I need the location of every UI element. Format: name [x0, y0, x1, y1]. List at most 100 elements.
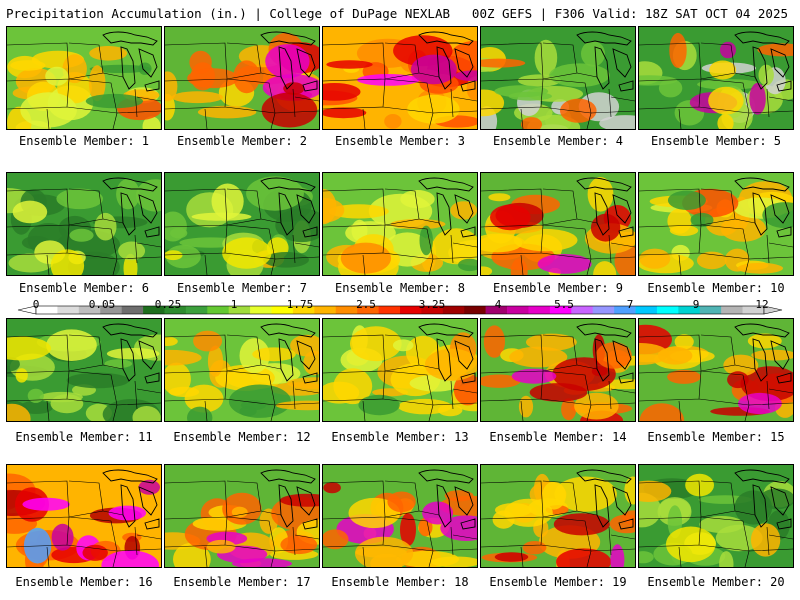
state-borders: [323, 480, 477, 567]
ensemble-member-label: Ensemble Member: 5: [650, 134, 782, 148]
precip-contour: [165, 362, 191, 396]
ensemble-member-label: Ensemble Member: 7: [176, 281, 308, 295]
precip-contour: [355, 536, 414, 567]
state-borders: [165, 334, 319, 421]
state-borders: [481, 480, 635, 567]
colorbar-segment: [571, 306, 593, 314]
precip-contour: [46, 329, 97, 361]
colorbar-tick-label: 5.5: [554, 298, 574, 311]
state-borders: [639, 334, 793, 421]
colorbar-segment: [57, 306, 80, 314]
precip-contour: [553, 513, 610, 536]
precip-contour: [142, 116, 161, 129]
precip-contour: [407, 94, 460, 124]
ensemble-member-map: [6, 464, 162, 568]
precip-contour: [526, 333, 577, 351]
precip-contour: [537, 254, 592, 274]
precip-contour: [50, 249, 85, 275]
precip-contour: [720, 41, 736, 59]
great-lakes-outline: [576, 177, 634, 238]
colorbar-segment: [721, 306, 743, 314]
precip-contour: [280, 535, 318, 555]
state-borders: [7, 480, 161, 567]
precip-contour: [639, 551, 654, 564]
precip-contour: [171, 91, 223, 104]
precip-contour: [458, 258, 477, 272]
ensemble-member-map: [480, 318, 636, 422]
precip-contour: [587, 177, 614, 212]
ensemble-member-map: [638, 318, 794, 422]
precip-contour: [94, 212, 117, 241]
ensemble-member-label: Ensemble Member: 6: [18, 281, 150, 295]
precip-contour: [326, 60, 373, 69]
ensemble-member-map: [322, 318, 478, 422]
precip-contour: [193, 330, 223, 352]
precip-contour: [211, 183, 244, 220]
colorbar-segment: [592, 306, 615, 314]
state-borders: [7, 334, 161, 421]
precip-contour: [165, 349, 202, 366]
colorbar-segment: [228, 306, 251, 314]
colorbar-tick-label: 3.25: [418, 298, 446, 311]
precip-contour: [323, 529, 349, 550]
precip-contour: [392, 339, 414, 352]
colorbar-segment: [464, 306, 486, 314]
precip-contour: [323, 197, 345, 223]
state-borders: [481, 334, 635, 421]
precip-contour: [574, 392, 619, 420]
precip-contour: [170, 227, 188, 239]
ensemble-member-map: [322, 26, 478, 130]
colorbar-tick-label: 1: [230, 298, 238, 311]
precip-contour: [494, 552, 529, 562]
precip-contour: [7, 356, 20, 372]
precip-contour: [323, 107, 367, 119]
precip-contour: [709, 60, 737, 80]
great-lakes-outline: [102, 469, 160, 530]
precip-contour: [10, 60, 46, 71]
ensemble-member-map: [6, 318, 162, 422]
colorbar-segment: [485, 306, 508, 314]
precip-contour: [556, 548, 612, 567]
great-lakes-outline: [734, 469, 792, 530]
precip-contour: [410, 54, 457, 85]
ensemble-member-label: Ensemble Member: 9: [492, 281, 624, 295]
state-borders: [481, 188, 635, 275]
precip-contour: [481, 233, 523, 253]
model-run-info: 00Z GEFS | F306 Valid: 18Z SAT OCT 04 20…: [471, 6, 788, 21]
precip-contour: [552, 357, 616, 391]
precip-contour: [135, 179, 161, 212]
precip-contour: [529, 383, 588, 402]
precip-contour: [554, 476, 617, 512]
ensemble-member-map: [164, 464, 320, 568]
precip-contour: [82, 544, 108, 561]
precip-contour: [667, 369, 701, 384]
precip-contour: [762, 202, 793, 229]
precip-contour: [165, 71, 178, 102]
precip-contour: [639, 403, 685, 421]
ensemble-member-map: [164, 172, 320, 276]
precip-contour: [290, 334, 319, 357]
precip-contour: [658, 78, 683, 98]
precip-contour: [206, 539, 236, 554]
ensemble-member-label: Ensemble Member: 13: [331, 430, 469, 444]
ensemble-member-map: [164, 26, 320, 130]
ensemble-member-label: Ensemble Member: 20: [647, 575, 785, 589]
precip-contour: [50, 394, 84, 414]
colorbar-segment: [400, 306, 422, 314]
colorbar-tick-label: 1.75: [286, 298, 314, 311]
precip-contour: [357, 74, 420, 86]
map-title: Precipitation Accumulation (in.) | Colle…: [6, 6, 451, 21]
great-lakes-outline: [260, 323, 318, 384]
ensemble-member-map: [322, 172, 478, 276]
precip-contour: [438, 404, 463, 417]
great-lakes-outline: [418, 31, 476, 92]
great-lakes-outline: [418, 323, 476, 384]
precip-contour: [222, 237, 272, 269]
state-borders: [323, 42, 477, 129]
precip-contour: [481, 266, 493, 275]
colorbar-segment: [121, 306, 144, 314]
great-lakes-outline: [576, 323, 634, 384]
precip-contour: [22, 497, 70, 511]
great-lakes-outline: [576, 469, 634, 530]
colorbar-tick-label: 0.05: [88, 298, 116, 311]
